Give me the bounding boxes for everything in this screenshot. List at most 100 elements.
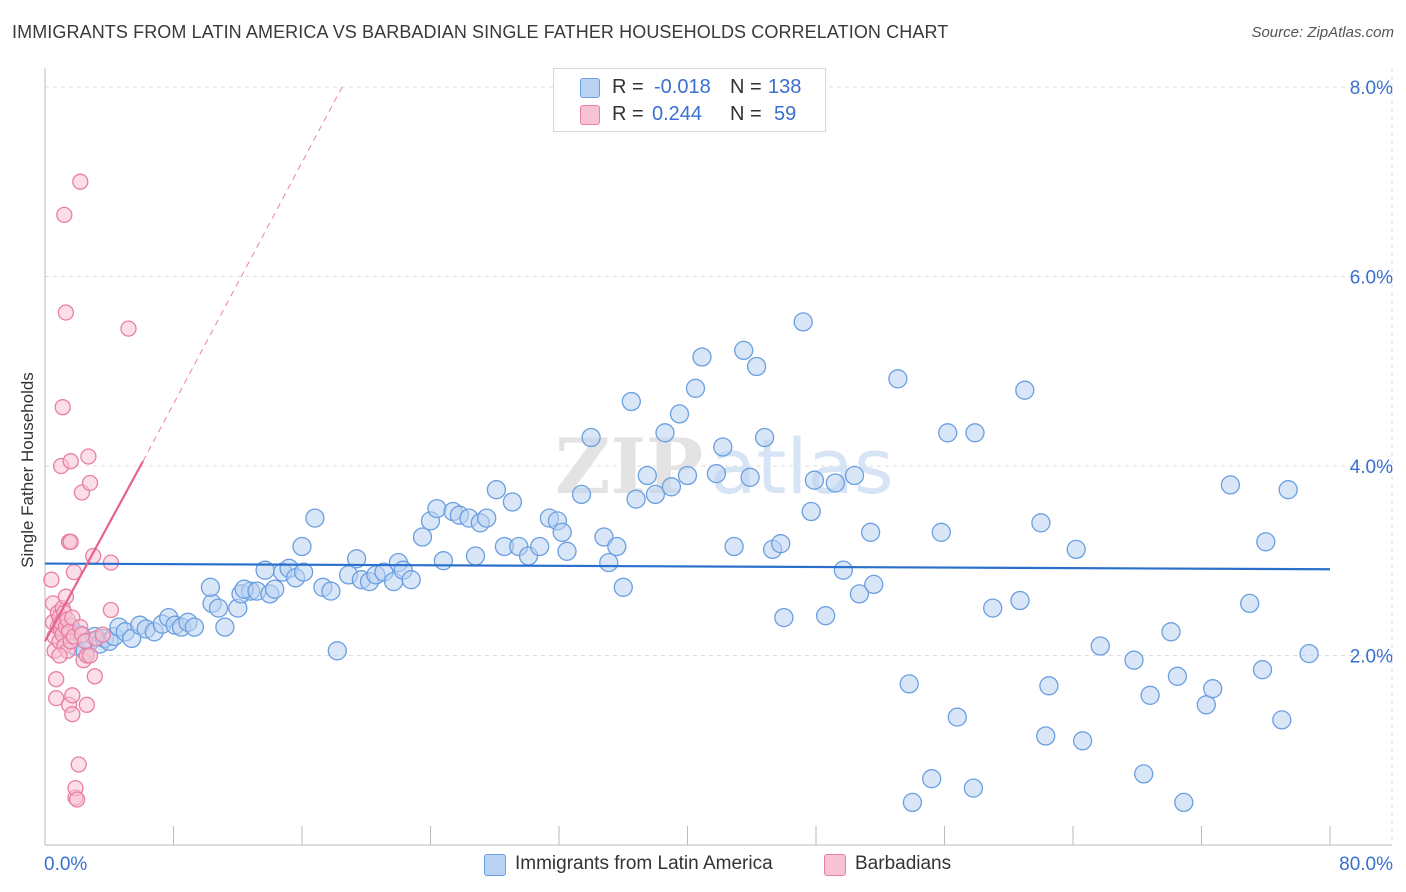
point-latin-america <box>902 792 923 813</box>
point-latin-america <box>685 378 706 398</box>
point-barbadians <box>68 791 86 808</box>
point-latin-america <box>1174 792 1194 813</box>
point-latin-america <box>293 562 314 582</box>
point-latin-america <box>864 574 884 595</box>
point-latin-america <box>1252 660 1273 680</box>
point-latin-america <box>825 473 845 493</box>
point-barbadians <box>64 687 81 704</box>
point-latin-america <box>200 577 221 597</box>
legend-row-latin-america: R = -0.018 N = 138 <box>554 74 825 100</box>
point-latin-america <box>1134 764 1154 784</box>
point-latin-america <box>1196 695 1216 715</box>
point-latin-america <box>888 369 908 389</box>
point-latin-america <box>427 498 447 519</box>
point-barbadians <box>56 206 73 224</box>
point-latin-america <box>215 617 235 637</box>
point-barbadians <box>64 706 81 723</box>
point-barbadians <box>51 647 68 664</box>
point-latin-america <box>1220 475 1241 495</box>
point-latin-america <box>637 465 657 486</box>
point-latin-america <box>1140 685 1160 705</box>
point-latin-america <box>692 347 712 367</box>
point-latin-america <box>1278 480 1298 500</box>
point-latin-america <box>713 437 733 457</box>
point-latin-america <box>486 480 507 500</box>
point-barbadians <box>72 173 89 190</box>
point-latin-america <box>530 536 550 557</box>
point-latin-america <box>1031 513 1051 533</box>
point-latin-america <box>327 641 347 661</box>
trend-line-barbadians <box>44 460 144 642</box>
point-latin-america <box>208 598 229 618</box>
legend-row-barbadians: R = 0.244 N = 59 <box>554 101 825 127</box>
point-latin-america <box>1256 532 1276 552</box>
point-latin-america <box>922 769 942 789</box>
point-latin-america <box>815 606 836 626</box>
point-latin-america <box>931 522 951 542</box>
point-latin-america <box>321 581 341 601</box>
point-barbadians <box>81 647 99 664</box>
point-latin-america <box>724 536 744 557</box>
point-barbadians <box>80 448 97 465</box>
point-latin-america <box>734 340 754 361</box>
bottom-legend-swatch-pink <box>824 854 846 876</box>
x-tick-label-max: 80.0% <box>1339 854 1393 875</box>
y-tick-label: 6.0% <box>1350 267 1393 288</box>
point-latin-america <box>1066 539 1086 560</box>
point-barbadians <box>48 689 65 707</box>
grid-lines <box>45 68 1393 845</box>
point-latin-america <box>844 465 865 486</box>
y-tick-label: 8.0% <box>1350 78 1393 99</box>
stats-legend: R = -0.018 N = 138 R = 0.244 N = 59 <box>553 68 826 132</box>
point-latin-america <box>965 423 985 443</box>
point-barbadians <box>120 320 137 337</box>
point-latin-america <box>833 560 853 580</box>
point-latin-america <box>938 423 958 443</box>
point-latin-america <box>793 312 813 332</box>
point-latin-america <box>552 522 572 542</box>
legend-n-label: N = <box>730 103 762 125</box>
data-points <box>43 173 1319 813</box>
point-latin-america <box>771 534 791 554</box>
point-latin-america <box>1240 593 1260 614</box>
trend-extension-barbadians <box>142 86 343 462</box>
y-tick-label: 4.0% <box>1350 457 1393 478</box>
point-latin-america <box>849 584 870 604</box>
point-barbadians <box>102 554 120 571</box>
legend-r-label: R = <box>612 103 644 125</box>
trend-line-latin-america <box>44 562 1331 571</box>
point-latin-america <box>661 477 682 497</box>
point-latin-america <box>594 527 614 547</box>
point-latin-america <box>1272 710 1292 730</box>
legend-n-value: 138 <box>768 76 802 98</box>
point-latin-america <box>571 484 592 505</box>
watermark: ZIP atlas <box>555 422 894 511</box>
bottom-legend-swatch-blue <box>484 854 506 876</box>
point-barbadians <box>94 626 111 643</box>
point-barbadians <box>48 671 65 688</box>
point-latin-america <box>599 552 619 573</box>
point-barbadians <box>43 571 60 588</box>
point-latin-america <box>860 522 881 542</box>
y-tick-label: 2.0% <box>1350 646 1393 667</box>
tick-labels: 2.0% 4.0% 6.0% 8.0% 0.0% 80.0% <box>44 78 1393 875</box>
legend-n-label: N = <box>730 76 762 98</box>
point-latin-america <box>581 427 601 448</box>
point-latin-america <box>774 607 794 628</box>
point-latin-america <box>706 463 727 484</box>
point-latin-america <box>947 707 967 727</box>
point-latin-america <box>1124 650 1144 670</box>
point-latin-america <box>899 674 919 694</box>
bottom-legend-label: Immigrants from Latin America <box>515 853 773 874</box>
point-latin-america <box>1010 590 1030 611</box>
point-latin-america <box>346 549 367 569</box>
point-latin-america <box>502 492 523 512</box>
point-latin-america <box>1039 676 1059 696</box>
point-latin-america <box>557 541 577 561</box>
legend-r-value: -0.018 <box>654 76 711 98</box>
legend-r-label: R = <box>612 76 644 98</box>
point-latin-america <box>465 546 486 566</box>
point-latin-america <box>292 536 312 557</box>
point-latin-america <box>754 427 775 448</box>
point-latin-america <box>1167 666 1188 686</box>
